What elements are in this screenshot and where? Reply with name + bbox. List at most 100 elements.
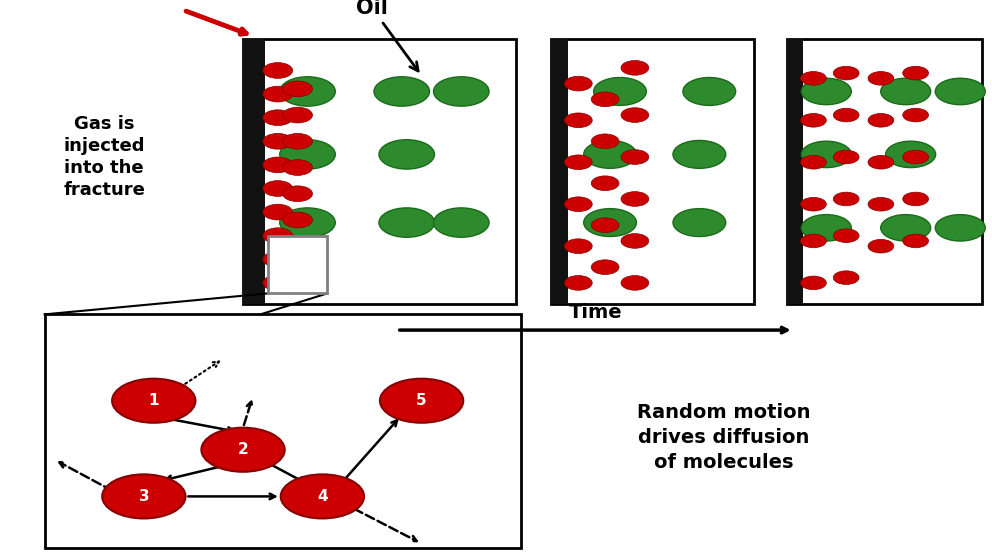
Text: 3: 3 [139, 489, 149, 504]
Circle shape [802, 215, 851, 241]
Bar [551, 39, 754, 304]
Text: Gas is
injected
into the
fracture: Gas is injected into the fracture [63, 114, 145, 199]
Circle shape [868, 197, 894, 211]
Circle shape [263, 252, 293, 267]
Circle shape [263, 133, 293, 149]
Circle shape [374, 77, 430, 106]
Text: Random motion
drives diffusion
of molecules: Random motion drives diffusion of molecu… [638, 403, 810, 472]
Text: 1: 1 [149, 393, 159, 408]
Circle shape [283, 133, 312, 149]
Circle shape [881, 78, 930, 105]
Circle shape [868, 239, 894, 253]
Circle shape [283, 160, 312, 175]
Circle shape [591, 92, 619, 107]
Circle shape [263, 228, 293, 243]
Circle shape [263, 157, 293, 173]
Circle shape [281, 474, 364, 518]
Circle shape [591, 134, 619, 149]
Circle shape [801, 276, 826, 290]
Circle shape [280, 140, 335, 169]
Text: 2: 2 [238, 442, 248, 457]
Circle shape [201, 427, 285, 472]
Circle shape [802, 78, 851, 105]
Circle shape [802, 141, 851, 168]
Circle shape [833, 271, 859, 284]
Circle shape [801, 197, 826, 211]
Circle shape [935, 215, 985, 241]
Circle shape [280, 77, 335, 106]
Circle shape [283, 186, 312, 202]
Text: 5: 5 [417, 393, 427, 408]
Circle shape [833, 229, 859, 243]
Circle shape [112, 379, 195, 422]
Circle shape [564, 275, 592, 290]
Circle shape [621, 108, 649, 122]
Circle shape [263, 110, 293, 126]
Circle shape [263, 275, 293, 291]
Bar [787, 39, 982, 304]
Circle shape [801, 71, 826, 85]
Circle shape [903, 66, 929, 80]
Circle shape [801, 113, 826, 127]
Circle shape [283, 238, 312, 254]
Circle shape [434, 208, 489, 237]
Circle shape [379, 208, 434, 237]
Circle shape [621, 275, 649, 290]
Circle shape [621, 150, 649, 164]
Bar [551, 39, 568, 304]
Circle shape [935, 78, 985, 105]
Circle shape [621, 233, 649, 248]
Circle shape [564, 155, 592, 170]
Text: 4: 4 [317, 489, 327, 504]
Circle shape [564, 76, 592, 91]
Circle shape [833, 192, 859, 206]
Circle shape [263, 181, 293, 196]
Circle shape [434, 77, 489, 106]
Circle shape [583, 208, 637, 237]
Circle shape [881, 215, 930, 241]
Circle shape [263, 62, 293, 79]
Circle shape [682, 77, 736, 106]
Circle shape [868, 71, 894, 85]
Circle shape [833, 108, 859, 122]
Circle shape [593, 77, 647, 106]
Bar [45, 314, 521, 548]
Text: Time: Time [568, 303, 622, 322]
Circle shape [886, 141, 935, 168]
Circle shape [833, 66, 859, 80]
Circle shape [283, 264, 312, 280]
Circle shape [380, 379, 463, 422]
Bar [268, 236, 327, 294]
Circle shape [280, 208, 335, 237]
Circle shape [621, 192, 649, 206]
Circle shape [591, 176, 619, 191]
Circle shape [564, 197, 592, 212]
Circle shape [583, 140, 637, 168]
Circle shape [903, 150, 929, 164]
Circle shape [833, 150, 859, 164]
Bar [243, 39, 265, 304]
Circle shape [591, 218, 619, 233]
Circle shape [283, 81, 312, 97]
Bar [787, 39, 803, 304]
Circle shape [868, 113, 894, 127]
Circle shape [564, 113, 592, 128]
Circle shape [673, 140, 726, 168]
Circle shape [903, 234, 929, 248]
Circle shape [801, 234, 826, 248]
Circle shape [263, 204, 293, 220]
Circle shape [673, 208, 726, 237]
Circle shape [868, 155, 894, 169]
Text: Oil: Oil [356, 0, 418, 71]
Circle shape [801, 155, 826, 169]
Circle shape [903, 108, 929, 122]
Circle shape [283, 107, 312, 123]
Circle shape [263, 86, 293, 102]
Circle shape [621, 60, 649, 75]
Circle shape [591, 260, 619, 274]
Bar [243, 39, 516, 304]
Circle shape [283, 212, 312, 228]
Circle shape [379, 140, 434, 169]
Circle shape [102, 474, 186, 518]
Circle shape [903, 192, 929, 206]
